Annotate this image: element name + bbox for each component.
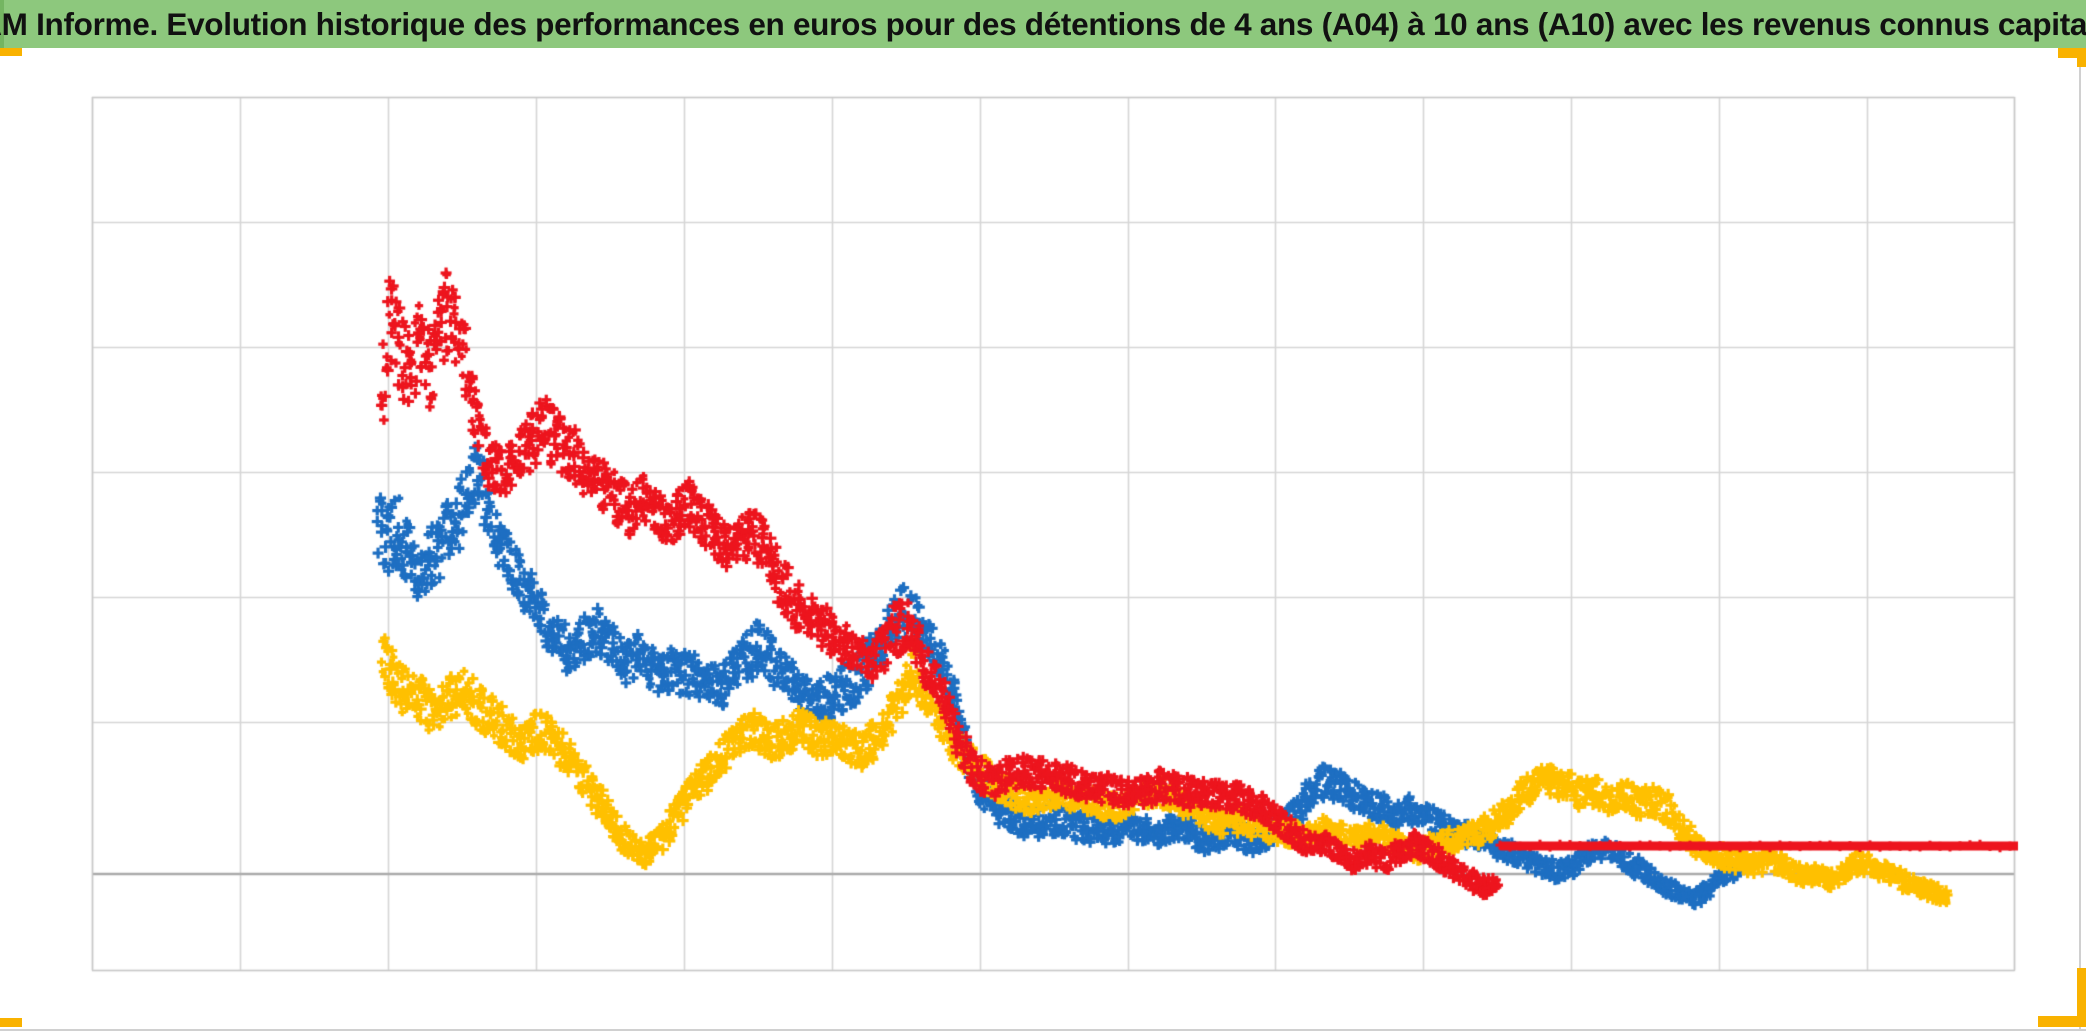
corner-accent-top-right-stub [2077, 48, 2086, 67]
corner-accent-bottom-right-stub [2077, 968, 2086, 1027]
corner-accent-top-left [0, 48, 22, 56]
corner-accent-bottom-left [0, 1018, 22, 1027]
title-bar: ADAM Informe. Evolution historique des p… [0, 0, 2086, 48]
corner-accent-bottom-right [2038, 1016, 2086, 1027]
window-right-edge [2079, 48, 2081, 1029]
corner-accent-top-right [2058, 48, 2086, 58]
window-bottom-edge [0, 1029, 2086, 1031]
page-title: ADAM Informe. Evolution historique des p… [0, 5, 2086, 42]
